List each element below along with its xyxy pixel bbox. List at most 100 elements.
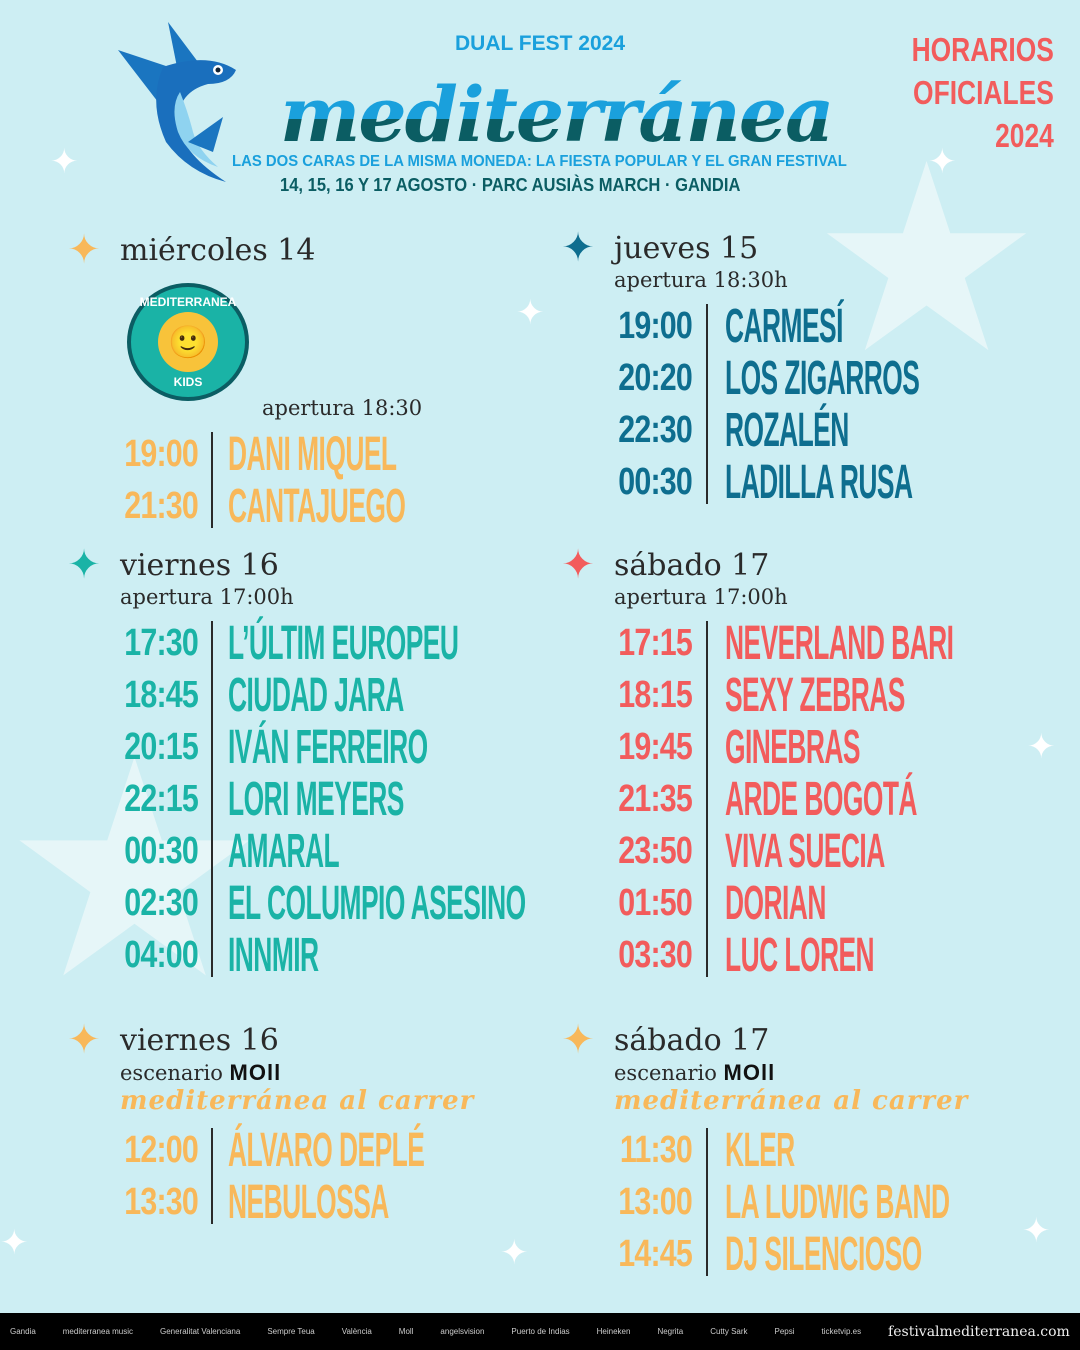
stage-prefix: escenario — [120, 1061, 223, 1085]
artist-name: NEBULOSSA — [228, 1175, 389, 1229]
lineup-row: 00:30 AMARAL — [62, 824, 769, 878]
lineup-row: 17:15 NEVERLAND BARI — [556, 616, 1080, 670]
artist-name: CIUDAD JARA — [228, 668, 404, 722]
day-heading: ✦ viernes 16 — [62, 1020, 585, 1060]
day-heading: ✦ sábado 17 — [556, 1020, 1080, 1060]
lineup-row: 04:00 INNMIR — [62, 928, 769, 982]
set-time: 03:30 — [618, 933, 693, 976]
background-star: ★ — [810, 115, 1044, 405]
day-label: sábado 17 — [614, 1022, 770, 1058]
artist-name: L’ÚLTIM EUROPEU — [228, 616, 459, 670]
opening-time: apertura 18:30 — [262, 396, 423, 420]
event-dates: 14, 15, 16 Y 17 AGOSTO · PARC AUSIÀS MAR… — [280, 175, 741, 195]
sponsor-logo: angelsvision — [440, 1327, 485, 1336]
artist-name: LOS ZIGARROS — [725, 351, 920, 405]
lineup-row: 03:30 LUC LOREN — [556, 928, 1080, 982]
set-time: 22:15 — [124, 777, 199, 820]
set-time: 17:30 — [124, 621, 199, 664]
artist-name: SEXY ZEBRAS — [725, 668, 905, 722]
star-icon: ✦ — [67, 227, 101, 273]
sponsor-logo: Puerto de Indias — [511, 1327, 570, 1336]
star-icon: ✦ — [561, 225, 595, 271]
opening-time: apertura 17:00h — [120, 585, 294, 609]
artist-name: LUC LOREN — [725, 928, 875, 982]
lineup-list: 11:30 KLER 13:00 LA LUDWIG BAND 14:45 DJ SILE… — [556, 1124, 1080, 1281]
day-heading: ✦ jueves 15 — [556, 228, 1078, 268]
official-schedule-title: HORARIOS OFICIALES 2024 — [912, 28, 1054, 157]
artist-name: INNMIR — [228, 928, 319, 982]
stage-label: escenario MOll — [614, 1060, 1080, 1086]
schedule-day-section: ✦ sábado 17 apertura 17:00h 17:15 NEVERLAND … — [556, 545, 1080, 982]
day-label: jueves 15 — [614, 230, 759, 266]
artist-name: DANI MIQUEL — [228, 427, 397, 481]
lineup-row: 02:30 EL COLUMPIO ASESINO — [62, 877, 769, 930]
set-time: 20:20 — [618, 356, 693, 399]
website-link[interactable]: festivalmediterranea.com — [888, 1323, 1070, 1340]
divider-line — [211, 621, 213, 977]
sparkle-icon: ✦ — [0, 1224, 29, 1262]
official-line: 2024 — [995, 117, 1054, 154]
lineup-row: 00:30 LADILLA RUSA — [556, 456, 1078, 509]
mediterranea-logo-text: mediterránea — [280, 70, 834, 159]
divider-line — [706, 621, 708, 977]
artist-name: CANTAJUEGO — [228, 479, 406, 533]
set-time: 00:30 — [618, 460, 693, 503]
lineup-row: 12:00 ÁLVARO DEPLÉ — [62, 1123, 585, 1177]
artist-name: GINEBRAS — [725, 720, 860, 774]
set-time: 01:50 — [618, 881, 693, 924]
artist-name: ÁLVARO DEPLÉ — [228, 1123, 425, 1177]
artist-name: NEVERLAND BARI — [725, 616, 954, 670]
sponsor-logo: Negrita — [657, 1327, 684, 1336]
sponsor-logo: Gandia — [10, 1327, 36, 1336]
stage-name: MOll — [723, 1060, 776, 1085]
sponsor-logo: Sempre Teua — [267, 1327, 315, 1336]
lineup-list: 12:00 ÁLVARO DEPLÉ 13:30 NEBULOSSA — [62, 1123, 585, 1229]
artist-name: LA LUDWIG BAND — [725, 1175, 950, 1229]
artist-name: ARDE BOGOTÁ — [725, 772, 918, 826]
set-time: 11:30 — [619, 1128, 693, 1171]
lineup-row: 13:30 NEBULOSSA — [62, 1175, 585, 1229]
sparkle-icon: ✦ — [500, 1234, 529, 1272]
footer-sponsors: Gandia mediterranea music Generalitat Vale… — [0, 1313, 1080, 1350]
divider-line — [211, 432, 213, 528]
artist-name: AMARAL — [228, 824, 340, 878]
set-time: 21:35 — [618, 777, 693, 820]
set-time: 19:45 — [618, 725, 693, 768]
tagline: LAS DOS CARAS DE LA MISMA MONEDA: LA FIE… — [232, 153, 847, 170]
kids-logo-bottom: KIDS — [173, 375, 203, 389]
schedule-day-section: ✦ jueves 15 apertura 18:30h 19:00 CARMESÍ 20:… — [556, 228, 1078, 509]
sponsor-logo: Heineken — [596, 1327, 631, 1336]
set-time: 13:30 — [124, 1180, 199, 1223]
lineup-row: 22:30 ROZALÉN — [556, 403, 1078, 457]
sponsor-logo: Pepsi — [774, 1327, 795, 1336]
lineup-row: 19:00 CARMESÍ — [556, 300, 1078, 353]
artist-name: ROZALÉN — [725, 403, 849, 457]
sponsor-logo: Moll — [398, 1327, 414, 1336]
divider-line — [211, 1128, 213, 1224]
day-heading: ✦ sábado 17 — [556, 545, 1080, 585]
artist-name: DORIAN — [725, 876, 826, 930]
divider-line — [706, 304, 708, 504]
set-time: 19:00 — [618, 304, 693, 347]
set-time: 12:00 — [124, 1128, 199, 1171]
opening-time: apertura 18:30h — [614, 268, 788, 292]
divider-line — [706, 1128, 708, 1276]
set-time: 04:00 — [124, 933, 199, 976]
star-icon: ✦ — [67, 1017, 101, 1063]
sponsor-logo: València — [341, 1327, 372, 1336]
lineup-list: 17:30 L’ÚLTIM EUROPEU 18:45 CIUDAD JARA 20:1… — [62, 616, 769, 982]
day-label: miércoles 14 — [120, 232, 316, 268]
artist-name: LORI MEYERS — [228, 772, 404, 826]
day-heading: ✦ viernes 16 — [62, 545, 769, 585]
set-time: 21:30 — [124, 484, 199, 527]
lineup-row: 21:30 CANTAJUEGO — [62, 479, 550, 533]
lineup-row: 19:00 DANI MIQUEL — [62, 427, 550, 481]
set-time: 18:15 — [618, 673, 693, 716]
lineup-row: 20:15 IVÁN FERREIRO — [62, 721, 769, 774]
lineup-row: 01:50 DORIAN — [556, 876, 1080, 930]
lineup-row: 11:30 KLER — [556, 1124, 1080, 1177]
set-time: 20:15 — [124, 725, 199, 768]
sponsor-logo: mediterranea music — [62, 1327, 134, 1336]
set-time: 22:30 — [618, 408, 693, 451]
set-time: 18:45 — [124, 673, 199, 716]
